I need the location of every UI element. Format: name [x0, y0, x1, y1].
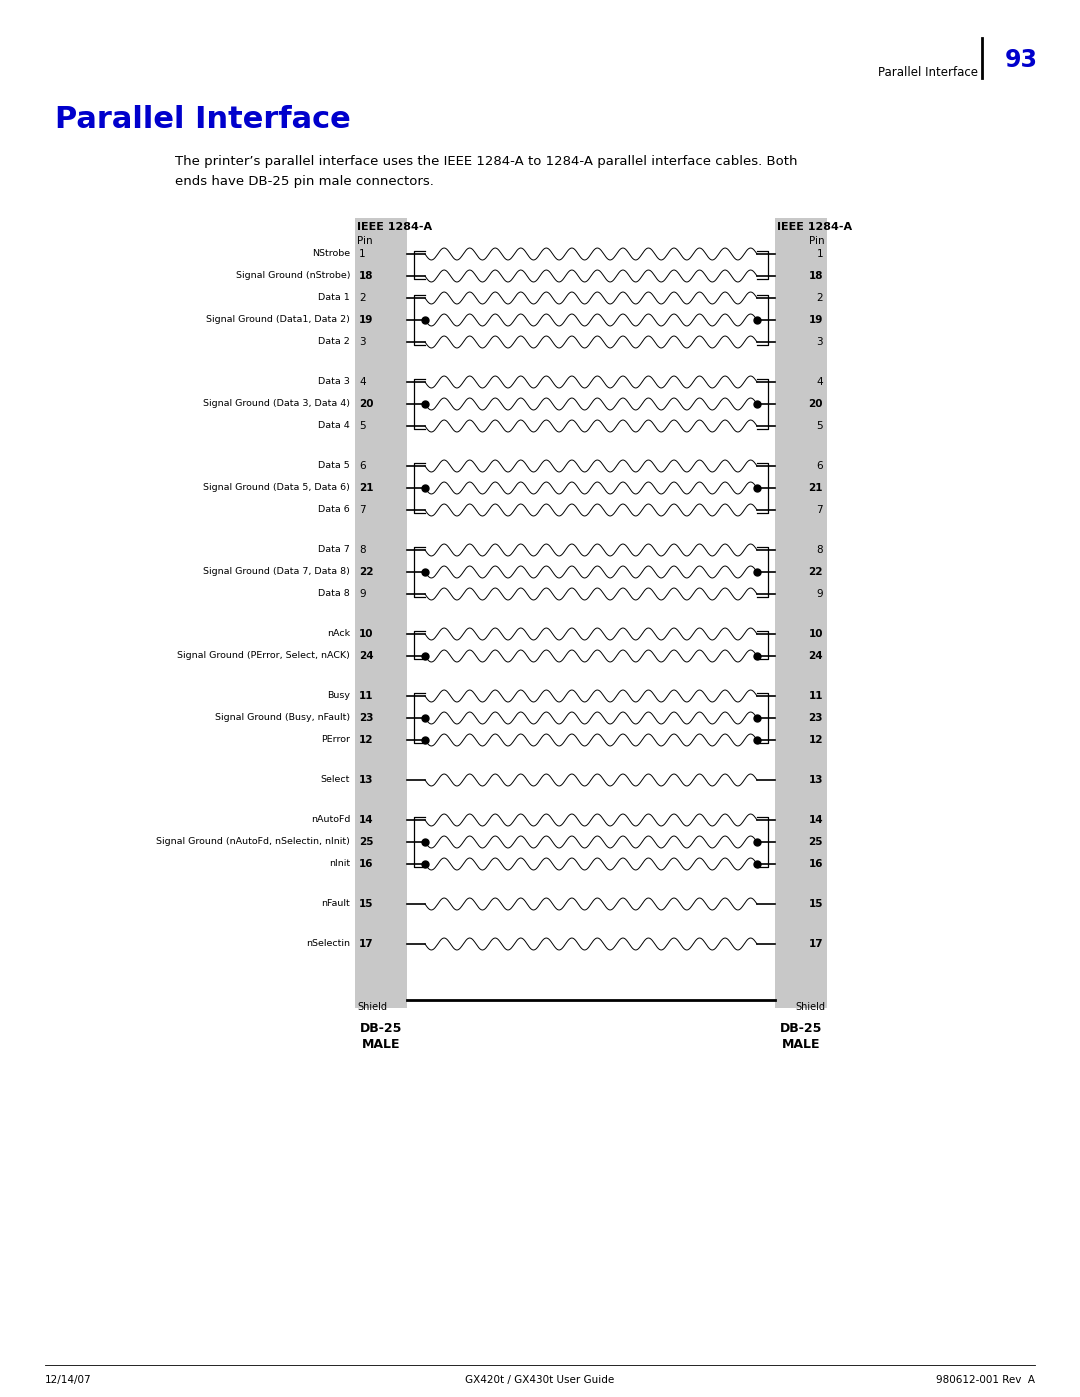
Text: Signal Ground (PError, Select, nACK): Signal Ground (PError, Select, nACK) [177, 651, 350, 661]
Text: 2: 2 [359, 293, 366, 303]
Text: 980612-001 Rev  A: 980612-001 Rev A [936, 1375, 1035, 1384]
Text: 5: 5 [816, 420, 823, 432]
Text: Data 8: Data 8 [319, 590, 350, 598]
Text: NStrobe: NStrobe [312, 250, 350, 258]
Text: Parallel Interface: Parallel Interface [55, 105, 351, 134]
Text: Select: Select [321, 775, 350, 785]
Text: 1: 1 [816, 249, 823, 258]
Text: Data 4: Data 4 [319, 422, 350, 430]
Text: DB-25: DB-25 [780, 1023, 822, 1035]
Text: DB-25: DB-25 [360, 1023, 402, 1035]
Text: Signal Ground (Busy, nFault): Signal Ground (Busy, nFault) [215, 714, 350, 722]
Text: Data 1: Data 1 [319, 293, 350, 303]
Text: 10: 10 [809, 629, 823, 638]
Text: 17: 17 [808, 939, 823, 949]
Text: 14: 14 [359, 814, 374, 826]
Text: Data 2: Data 2 [319, 338, 350, 346]
Text: 3: 3 [359, 337, 366, 346]
Text: 24: 24 [808, 651, 823, 661]
Text: Signal Ground (nStrobe): Signal Ground (nStrobe) [235, 271, 350, 281]
Text: Data 7: Data 7 [319, 545, 350, 555]
Text: GX420t / GX430t User Guide: GX420t / GX430t User Guide [465, 1375, 615, 1384]
Text: nAck: nAck [327, 630, 350, 638]
Text: The printer’s parallel interface uses the IEEE 1284-A to 1284-A parallel interfa: The printer’s parallel interface uses th… [175, 155, 797, 168]
Text: 12: 12 [809, 735, 823, 745]
Text: 11: 11 [359, 692, 374, 701]
Text: nSelectin: nSelectin [306, 940, 350, 949]
Text: 18: 18 [359, 271, 374, 281]
Text: 6: 6 [816, 461, 823, 471]
Text: 21: 21 [809, 483, 823, 493]
Text: Pin: Pin [809, 236, 825, 246]
Text: 17: 17 [359, 939, 374, 949]
Text: 20: 20 [809, 400, 823, 409]
Text: ends have DB-25 pin male connectors.: ends have DB-25 pin male connectors. [175, 175, 434, 189]
Bar [775, 218, 827, 1009]
Text: 4: 4 [816, 377, 823, 387]
Text: Shield: Shield [357, 1002, 387, 1011]
Text: 4: 4 [359, 377, 366, 387]
Text: 13: 13 [359, 775, 374, 785]
Text: nAutoFd: nAutoFd [311, 816, 350, 824]
Text: IEEE 1284-A: IEEE 1284-A [777, 222, 852, 232]
Text: Busy: Busy [327, 692, 350, 700]
Text: Data 5: Data 5 [319, 461, 350, 471]
Text: MALE: MALE [362, 1038, 401, 1051]
Text: 9: 9 [359, 590, 366, 599]
Text: IEEE 1284-A: IEEE 1284-A [357, 222, 432, 232]
Text: 19: 19 [359, 314, 374, 326]
Text: 8: 8 [359, 545, 366, 555]
Text: 23: 23 [359, 712, 374, 724]
Text: 10: 10 [359, 629, 374, 638]
Text: Signal Ground (nAutoFd, nSelectin, nInit): Signal Ground (nAutoFd, nSelectin, nInit… [157, 837, 350, 847]
Text: 23: 23 [809, 712, 823, 724]
Text: Parallel Interface: Parallel Interface [878, 66, 978, 80]
Text: 6: 6 [359, 461, 366, 471]
Text: 16: 16 [809, 859, 823, 869]
Text: Signal Ground (Data 5, Data 6): Signal Ground (Data 5, Data 6) [203, 483, 350, 493]
Text: nFault: nFault [321, 900, 350, 908]
Text: 8: 8 [816, 545, 823, 555]
Text: 21: 21 [359, 483, 374, 493]
Text: 22: 22 [809, 567, 823, 577]
Text: 25: 25 [359, 837, 374, 847]
Text: 13: 13 [809, 775, 823, 785]
Text: 2: 2 [816, 293, 823, 303]
Text: 19: 19 [809, 314, 823, 326]
Text: Shield: Shield [795, 1002, 825, 1011]
Text: Signal Ground (Data 7, Data 8): Signal Ground (Data 7, Data 8) [203, 567, 350, 577]
Text: PError: PError [321, 735, 350, 745]
Text: 20: 20 [359, 400, 374, 409]
Text: 14: 14 [808, 814, 823, 826]
Text: 9: 9 [816, 590, 823, 599]
Text: 7: 7 [359, 504, 366, 515]
Text: MALE: MALE [782, 1038, 820, 1051]
Text: 16: 16 [359, 859, 374, 869]
Text: 15: 15 [359, 900, 374, 909]
Text: Signal Ground (Data1, Data 2): Signal Ground (Data1, Data 2) [206, 316, 350, 324]
Text: 18: 18 [809, 271, 823, 281]
Text: 12: 12 [359, 735, 374, 745]
Text: 11: 11 [809, 692, 823, 701]
Text: Data 3: Data 3 [319, 377, 350, 387]
Text: 24: 24 [359, 651, 374, 661]
Text: Pin: Pin [357, 236, 373, 246]
Text: Signal Ground (Data 3, Data 4): Signal Ground (Data 3, Data 4) [203, 400, 350, 408]
Text: 3: 3 [816, 337, 823, 346]
Text: 12/14/07: 12/14/07 [45, 1375, 92, 1384]
Text: 15: 15 [809, 900, 823, 909]
Text: 25: 25 [809, 837, 823, 847]
Text: 7: 7 [816, 504, 823, 515]
Bar [355, 218, 407, 1009]
Text: 93: 93 [1005, 47, 1038, 73]
Text: nInit: nInit [329, 859, 350, 869]
Text: Data 6: Data 6 [319, 506, 350, 514]
Text: 1: 1 [359, 249, 366, 258]
Text: 5: 5 [359, 420, 366, 432]
Text: 22: 22 [359, 567, 374, 577]
